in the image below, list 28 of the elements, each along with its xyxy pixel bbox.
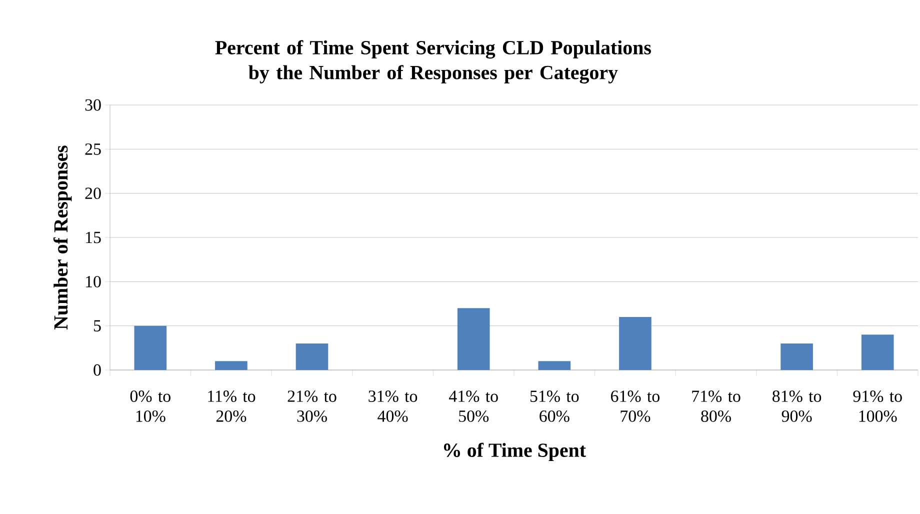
bar [296,344,328,370]
x-tick-label: 31% to 40% [368,390,418,422]
bar [780,344,813,370]
bar [619,317,652,370]
y-tick-label: 30 [85,99,101,111]
bar [457,308,490,370]
y-tick-label: 15 [86,232,101,244]
y-tick-label: 5 [94,320,101,332]
bar [215,361,248,370]
y-tick-label: 10 [86,276,101,288]
chart-title: Percent of Time Spent Servicing CLD Populations by the Number of Responses per Category [215,40,651,84]
bar [538,361,571,370]
x-tick-label: 0% to 10% [130,390,170,422]
bar [861,334,894,370]
y-tick-label: 25 [85,143,101,155]
x-tick-label: 81% to 90% [772,390,822,422]
x-tick-label: 71% to 80% [692,390,740,422]
y-tick-label: 20 [85,188,101,200]
x-tick-label: 51% to 60% [530,390,579,422]
x-tick-label: 11% to 20% [208,390,256,422]
x-axis-title: % of Time Spent [444,442,586,462]
x-tick-label: 21% to 30% [288,390,336,422]
x-tick-label: 61% to 70% [611,390,660,422]
x-tick-label: 41% to 50% [449,390,498,422]
x-tick-label: 91% to 100% [853,390,902,422]
bar [134,326,167,370]
y-tick-label: 0 [94,364,101,376]
y-axis-title: Number of Responses [53,146,72,330]
